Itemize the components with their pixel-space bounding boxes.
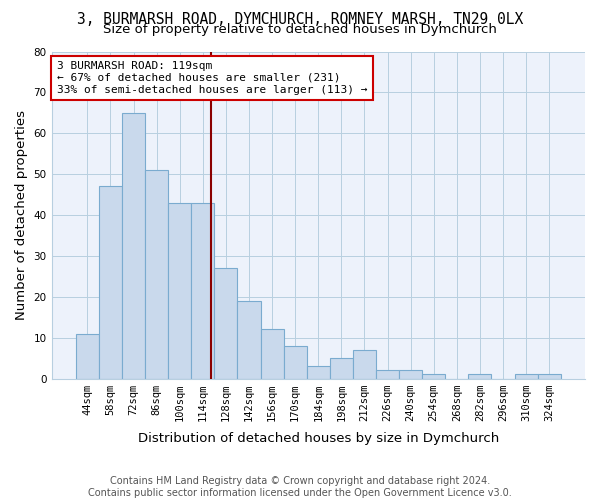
Bar — [122, 113, 145, 378]
Bar — [330, 358, 353, 378]
Bar — [260, 330, 284, 378]
Bar — [284, 346, 307, 378]
Bar — [399, 370, 422, 378]
Bar — [238, 301, 260, 378]
Y-axis label: Number of detached properties: Number of detached properties — [15, 110, 28, 320]
Bar — [307, 366, 330, 378]
Text: Contains HM Land Registry data © Crown copyright and database right 2024.
Contai: Contains HM Land Registry data © Crown c… — [88, 476, 512, 498]
Text: 3, BURMARSH ROAD, DYMCHURCH, ROMNEY MARSH, TN29 0LX: 3, BURMARSH ROAD, DYMCHURCH, ROMNEY MARS… — [77, 12, 523, 28]
Text: 3 BURMARSH ROAD: 119sqm
← 67% of detached houses are smaller (231)
33% of semi-d: 3 BURMARSH ROAD: 119sqm ← 67% of detache… — [57, 62, 367, 94]
Text: Size of property relative to detached houses in Dymchurch: Size of property relative to detached ho… — [103, 22, 497, 36]
Bar — [145, 170, 168, 378]
Bar — [515, 374, 538, 378]
Bar — [376, 370, 399, 378]
Bar — [168, 203, 191, 378]
X-axis label: Distribution of detached houses by size in Dymchurch: Distribution of detached houses by size … — [137, 432, 499, 445]
Bar — [191, 203, 214, 378]
Bar — [422, 374, 445, 378]
Bar — [469, 374, 491, 378]
Bar — [99, 186, 122, 378]
Bar — [76, 334, 99, 378]
Bar — [214, 268, 238, 378]
Bar — [538, 374, 561, 378]
Bar — [353, 350, 376, 378]
